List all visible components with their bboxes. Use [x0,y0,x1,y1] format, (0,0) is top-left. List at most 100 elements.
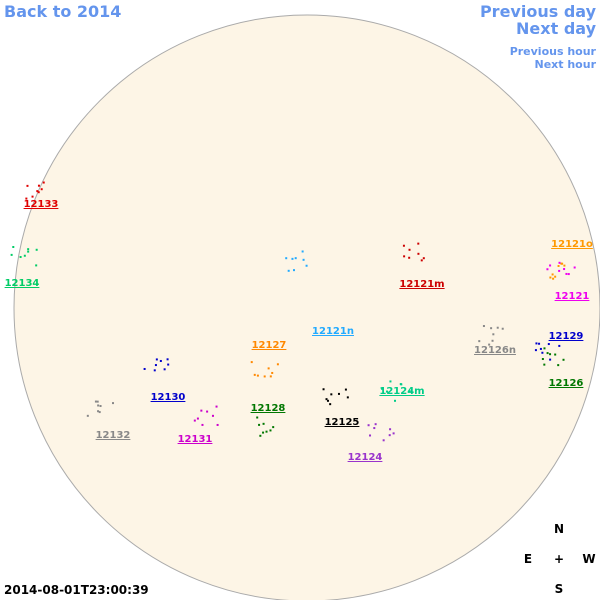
sunspot [265,430,268,433]
sunspot [367,424,370,427]
sunspot [534,349,537,352]
sunspot [408,390,411,393]
region-label[interactable]: 12126n [474,345,516,356]
sunspot [97,404,100,407]
sunspot [389,428,392,431]
sunspot [193,419,196,422]
sunspot [276,363,279,366]
back-link[interactable]: Back to 2014 [4,2,122,21]
sunspot [558,344,561,347]
next-hour-link[interactable]: Next hour [534,58,597,71]
region-label[interactable]: 12127 [252,340,287,351]
sunspot [253,373,256,376]
compass-north: N [554,522,564,536]
sunspot [326,399,329,402]
sunspot [159,359,162,362]
sunspot [541,358,544,361]
sunspot [19,256,22,259]
sunspot [215,405,218,408]
sunspot [392,432,395,435]
region-label[interactable]: 12121o [551,239,593,250]
region-label[interactable]: 12133 [24,199,59,210]
region-label[interactable]: 12121 [555,291,590,302]
sunspot [482,325,485,328]
sunspot [496,326,499,329]
sunspot [112,402,115,405]
sunspot [287,269,290,272]
sunspot [267,367,270,370]
sunspot [12,246,15,249]
compass-west: W [582,552,595,566]
sunspot [86,414,89,417]
sunspot [369,434,372,437]
sunspot [491,339,494,342]
sunspot [211,414,214,417]
sunspot [543,363,546,366]
sunspot [563,264,566,267]
sunspot [26,184,29,187]
sunspot [557,364,560,367]
sunspot [554,275,557,278]
region-label[interactable]: 12124 [348,452,383,463]
sunspot [256,374,259,377]
sunspot [329,403,332,406]
previous-hour-link[interactable]: Previous hour [509,45,596,58]
region-label[interactable]: 12121m [399,279,444,290]
sunspot [562,358,565,361]
sunspot [386,390,389,393]
sunspot [389,380,392,383]
sunspot [541,351,544,354]
sunspot [301,250,304,253]
sunspot [538,342,541,345]
sunspot [31,195,34,198]
timestamp: 2014-08-01T23:00:39 [4,583,149,597]
sunspot [35,248,38,251]
sunspot [546,268,549,271]
sunspot [196,417,199,420]
region-label[interactable]: 12121n [312,326,354,337]
sunspot [558,261,561,264]
sunspot [216,423,219,426]
sunspot [417,242,420,245]
compass-east: E [524,552,532,566]
previous-day-link[interactable]: Previous day [479,2,596,21]
sunspot [403,255,406,258]
sunspot [294,257,297,260]
sunspot [262,431,265,434]
region-label[interactable]: 12134 [5,278,40,289]
sunspot [565,272,568,275]
sunspot [492,333,495,336]
sunspot [37,191,40,194]
sunspot [206,410,209,413]
region-label[interactable]: 12130 [151,392,186,403]
region-label[interactable]: 12124m [379,386,424,397]
region-label[interactable]: 12125 [325,417,360,428]
sunspot [96,400,99,403]
region-label[interactable]: 12126 [549,378,584,389]
sunspot [337,392,340,395]
sunspot [552,277,555,280]
sunspot [271,371,274,374]
region-label[interactable]: 12128 [251,403,286,414]
region-label[interactable]: 12129 [549,331,584,342]
sunspot [573,266,576,269]
sunspot [563,268,566,271]
next-day-link[interactable]: Next day [516,19,596,38]
sunspot [99,405,102,408]
sunspot [97,410,100,413]
sunspot [27,250,30,253]
sunspot [546,352,549,355]
sunspot [27,248,30,251]
sunspot [154,364,157,367]
sunspot [322,388,325,391]
sunspot [36,190,39,193]
sunspot [420,259,423,262]
solar-disk [13,14,600,600]
region-label[interactable]: 12132 [96,430,131,441]
sunspot [256,416,259,419]
sunspot [344,388,347,391]
region-label[interactable]: 12131 [178,434,213,445]
sunspot [554,353,557,356]
sunspot [272,426,275,429]
sunspot [488,343,491,346]
